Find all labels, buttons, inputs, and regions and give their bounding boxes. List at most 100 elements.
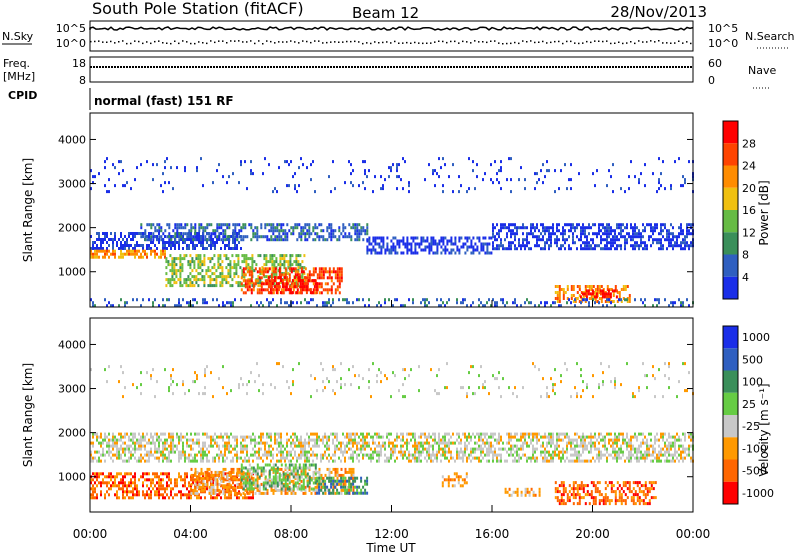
power-cell: [180, 238, 182, 241]
power-cell: [181, 269, 184, 273]
power-cell: [312, 267, 315, 271]
power-cell: [298, 235, 301, 239]
power-cell: [146, 244, 148, 247]
velocity-cell: [396, 444, 398, 448]
power-cell: [320, 285, 323, 289]
power-cell: [654, 223, 656, 227]
power-cell: [288, 163, 290, 167]
power-cell: [526, 298, 528, 302]
power-cell: [616, 235, 618, 239]
nsearch-dot: [190, 42, 192, 45]
nsearch-dot: [174, 40, 176, 42]
power-cell: [644, 184, 646, 188]
power-cell: [116, 241, 118, 244]
velocity-cell: [144, 438, 146, 442]
power-cell: [360, 226, 363, 230]
power-cell: [250, 169, 252, 173]
power-cell: [106, 241, 108, 244]
power-cell: [570, 229, 572, 233]
power-cell: [350, 235, 353, 239]
power-cell: [594, 247, 596, 251]
velocity-cell: [114, 475, 116, 479]
power-cell: [128, 244, 130, 247]
velocity-cell: [386, 435, 388, 439]
power-cell: [538, 304, 540, 308]
power-cell: [548, 229, 550, 233]
power-cell: [269, 282, 272, 286]
velocity-cell: [450, 435, 452, 439]
power-cell: [616, 223, 618, 227]
velocity-cell: [408, 453, 410, 457]
power-cell: [652, 226, 654, 230]
velocity-cell: [180, 450, 182, 454]
velocity-cell: [234, 447, 236, 451]
velocity-cell: [348, 432, 350, 436]
power-cell: [96, 232, 98, 235]
power-cell: [320, 273, 323, 277]
power-cell: [284, 301, 286, 305]
velocity-cell: [140, 441, 142, 445]
nsearch-dot: [314, 40, 316, 42]
power-cell: [358, 298, 360, 302]
power-cell: [266, 235, 269, 239]
velocity-cell: [250, 435, 252, 439]
nsearch-dot: [150, 42, 152, 45]
power-cell: [138, 255, 140, 259]
power-cell: [198, 238, 200, 241]
power-cell: [301, 285, 304, 289]
power-cell: [330, 235, 333, 239]
velocity-cell: [268, 447, 270, 451]
power-cell: [252, 232, 255, 236]
velocity-cell: [150, 493, 152, 497]
velocity-cell: [492, 453, 494, 457]
power-cell: [234, 238, 237, 242]
velocity-cell: [544, 456, 546, 460]
velocity-cell: [608, 441, 610, 445]
velocity-cell: [158, 450, 160, 454]
power-cell: [224, 247, 226, 250]
velocity-cell: [118, 484, 120, 488]
power-cell: [122, 238, 124, 241]
power-cell: [498, 247, 500, 251]
power-cell: [626, 223, 628, 227]
power-cell: [648, 223, 650, 227]
power-cell: [394, 236, 397, 240]
nsearch-dot: [270, 40, 272, 43]
velocity-cell: [228, 435, 230, 439]
velocity-cell: [492, 435, 494, 439]
power-cell: [142, 255, 144, 259]
power-cell: [556, 300, 559, 303]
power-cell: [221, 284, 224, 288]
velocity-cell: [532, 450, 534, 454]
power-cell: [112, 241, 114, 244]
power-cell: [528, 241, 530, 245]
power-cell: [496, 238, 498, 242]
velocity-cell: [206, 456, 208, 460]
power-cell: [303, 278, 306, 282]
velocity-cell: [536, 441, 538, 445]
power-cell: [110, 304, 112, 308]
power-cell: [544, 244, 546, 248]
velocity-cell: [202, 459, 204, 463]
velocity-cell: [142, 438, 144, 442]
velocity-cell: [550, 432, 552, 436]
velocity-cell: [532, 438, 534, 442]
power-cell: [132, 238, 134, 241]
power-cell: [622, 297, 625, 300]
power-cell: [370, 251, 373, 255]
velocity-cell: [416, 450, 418, 454]
power-cell: [96, 244, 98, 247]
power-cell: [574, 229, 576, 233]
velocity-cell: [598, 441, 600, 445]
nsearch-dot: [310, 41, 312, 44]
power-cell: [268, 223, 271, 227]
velocity-cell: [134, 450, 136, 454]
power-cell: [326, 226, 329, 230]
nsearch-dot: [454, 40, 456, 43]
velocity-cell: [464, 432, 466, 436]
power-cell: [239, 284, 242, 288]
velocity-cell: [482, 456, 484, 460]
power-cell: [566, 301, 568, 305]
power-cell: [314, 190, 316, 194]
power-cell: [678, 226, 680, 230]
